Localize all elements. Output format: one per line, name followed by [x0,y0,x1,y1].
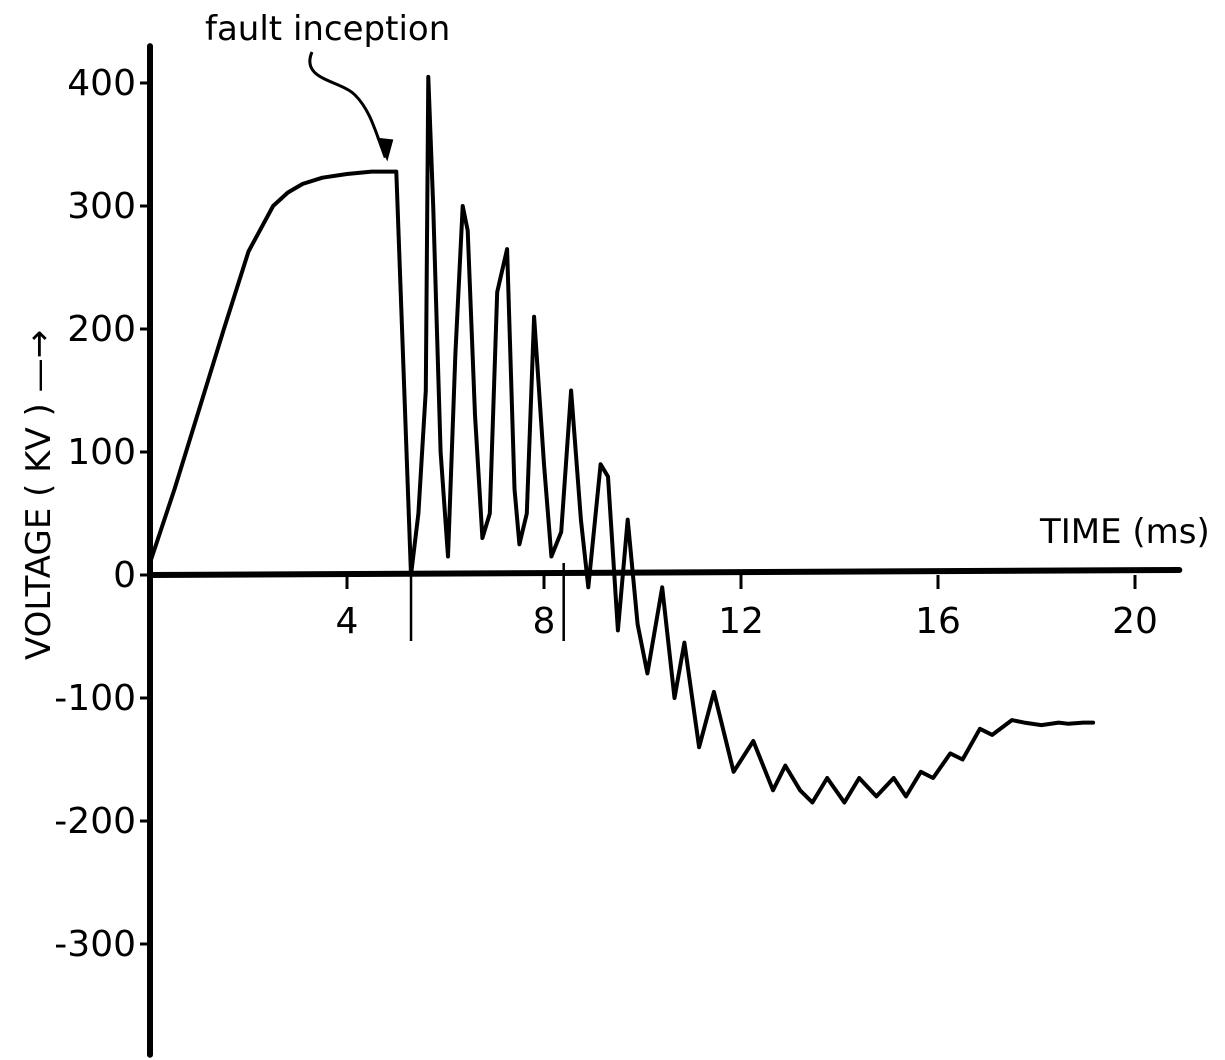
y-tick-label: 0 [113,555,136,596]
voltage-series-line [148,74,1096,805]
x-tick-label: 20 [1112,601,1158,642]
y-axis: 400 300 200 100 0 -100 -200 -300 [54,43,153,1058]
y-tick-label: 300 [67,186,136,227]
y-tick-label: 200 [67,309,136,350]
y-tick-label: -200 [54,801,136,842]
y-tick-label: 400 [67,63,136,104]
x-axis-line [147,567,1183,578]
x-axis-label: TIME (ms) [1039,512,1210,552]
x-tick-label: 4 [336,601,359,642]
x-tick-label: 8 [533,601,556,642]
annotation-arrow [308,51,387,159]
annotation-group: fault inception [205,9,450,162]
y-tick-label: -100 [54,678,136,719]
x-tick-label: 12 [718,601,764,642]
annotation-arrowhead [376,137,394,162]
x-axis: 4 8 12 16 20 [147,567,1183,642]
series-group [148,74,1096,805]
y-axis-label: VOLTAGE ( KV ) —→ [19,330,59,660]
y-tick-label: -300 [54,924,136,965]
x-tick-label: 16 [915,601,961,642]
y-tick-label: 100 [67,432,136,473]
annotation-text: fault inception [205,9,450,49]
